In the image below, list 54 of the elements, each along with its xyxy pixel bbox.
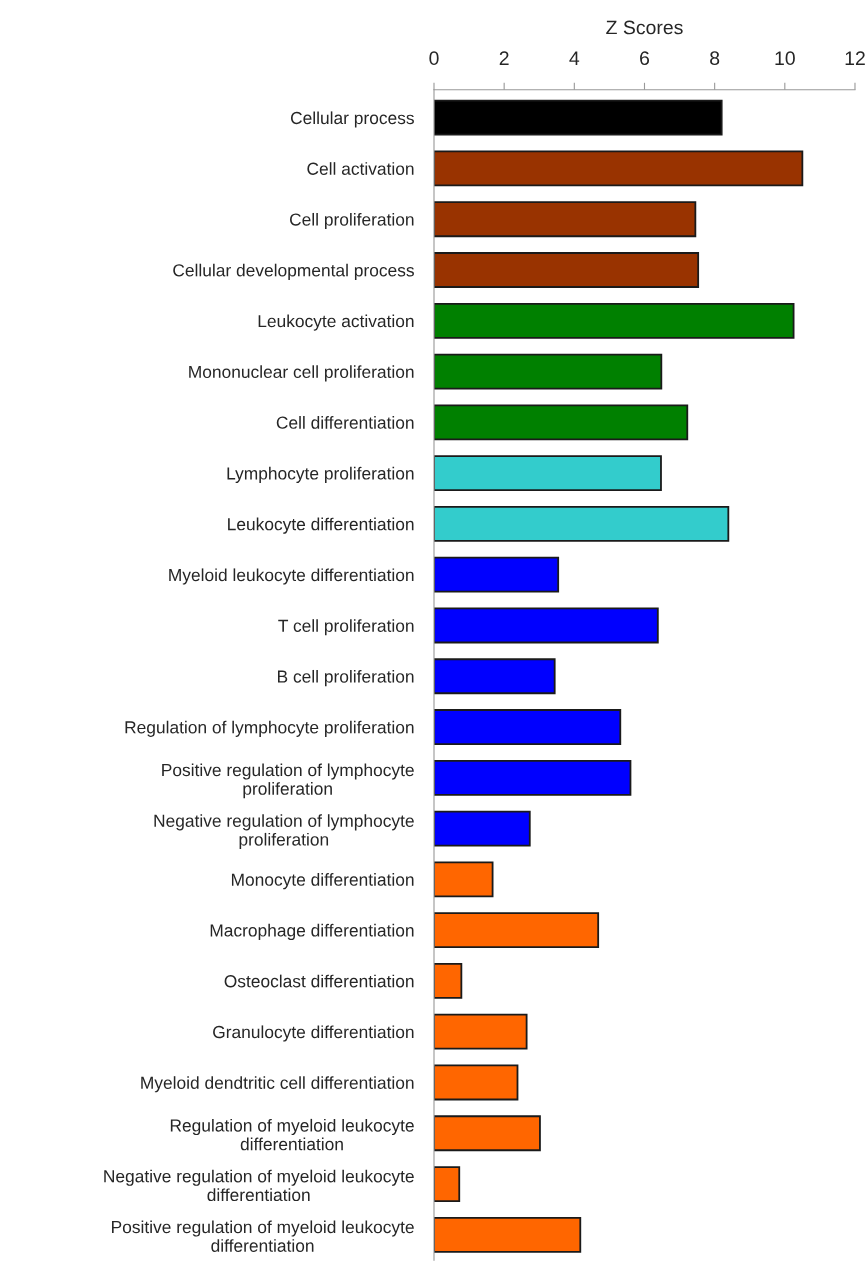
bar (434, 759, 632, 796)
y-tick-label: Cellular process (290, 111, 414, 128)
y-tick-label: B cell proliferation (278, 669, 414, 687)
bar (434, 810, 531, 847)
y-tick-label: Cell activation (307, 162, 414, 175)
y-tick-label: Negative regulation of myeloid leukocyte differentiation (104, 1169, 414, 1202)
x-tick-label: 12 (845, 51, 865, 65)
y-tick-label: Cell proliferation (290, 212, 414, 230)
bar (434, 1064, 519, 1101)
y-tick-label: Cell differentiation (276, 416, 414, 429)
bar (434, 353, 663, 390)
bar (434, 709, 622, 745)
x-tick-label: 10 (775, 51, 795, 66)
bar (434, 607, 659, 644)
bar (434, 455, 662, 492)
x-tick-label: 4 (569, 51, 580, 65)
y-tick-label: Granulocyte differentiation (213, 1025, 414, 1042)
bar (434, 201, 697, 238)
bar (434, 505, 730, 542)
y-tick-label: Mononuclear cell proliferation (189, 365, 414, 382)
y-tick-label: Leukocyte activation (258, 314, 414, 331)
y-tick-label: T cell proliferation (278, 619, 414, 636)
bar (434, 404, 689, 441)
y-tick-label: Negative regulation of lymphocyte proliferation (154, 814, 414, 850)
y-tick-label: Lymphocyte proliferation (227, 466, 414, 484)
bar (434, 658, 556, 695)
x-tick-label: 6 (640, 51, 650, 66)
x-axis-title: Z Scores (606, 20, 683, 35)
bar (434, 1166, 461, 1202)
bar (434, 1013, 528, 1050)
x-tick-label: 0 (429, 51, 439, 66)
y-tick-label: Positive regulation of myeloid leukocyte differentiation (112, 1220, 414, 1252)
bar (434, 252, 700, 288)
y-tick-label: Myeloid leukocyte differentiation (169, 568, 414, 585)
y-tick-label: Regulation of myeloid leukocyte differentiation (170, 1118, 414, 1151)
y-tick-label: Leukocyte differentiation (228, 517, 414, 534)
y-tick-label: Myeloid dendtritic cell differentiation (141, 1076, 414, 1093)
bar (434, 912, 600, 949)
bar (434, 861, 494, 898)
y-tick-label: Macrophage differentiation (210, 923, 414, 941)
bar (434, 1216, 582, 1253)
bar (434, 99, 723, 136)
y-tick-label: Monocyte differentiation (231, 873, 414, 890)
x-tick-label: 2 (499, 51, 509, 65)
y-tick-label: Cellular developmental process (173, 263, 414, 280)
y-tick-label: Osteoclast differentiation (224, 974, 414, 988)
bar (434, 1115, 541, 1152)
y-tick-label: Regulation of lymphocyte proliferation (125, 720, 414, 737)
bar (434, 556, 560, 593)
x-tick-label: 8 (710, 51, 720, 66)
bar (434, 302, 795, 339)
bar (434, 963, 463, 999)
y-tick-label: Positive regulation of lymphocyte proliferation (162, 763, 414, 799)
bar (434, 150, 804, 187)
